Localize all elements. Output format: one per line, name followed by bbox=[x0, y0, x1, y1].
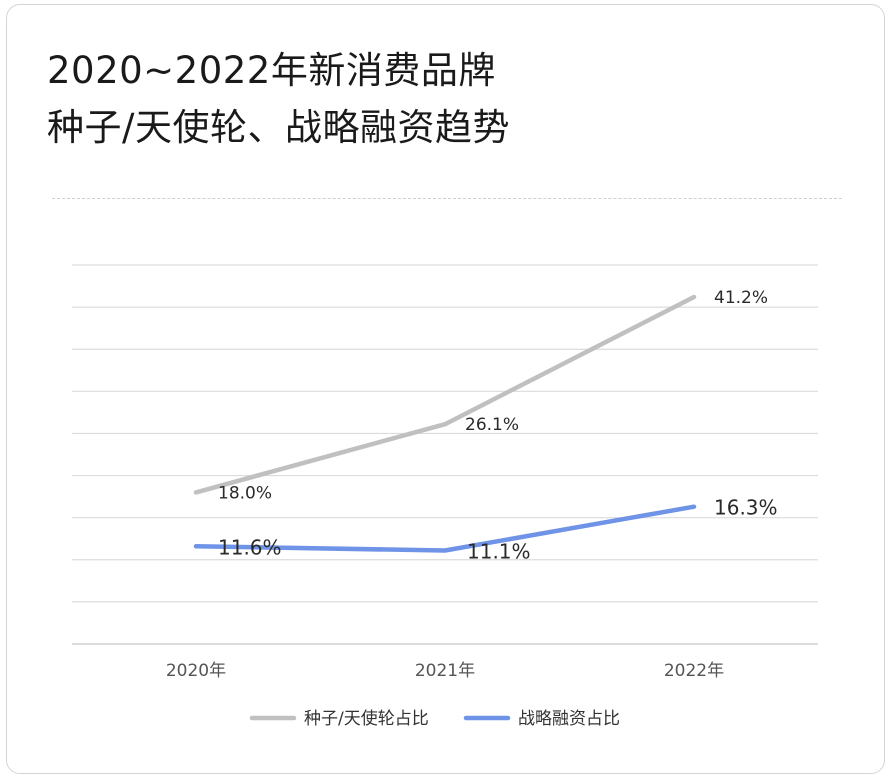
chart-title: 2020~2022年新消费品牌 种子/天使轮、战略融资趋势 bbox=[47, 42, 510, 156]
chart-title-line-2: 种子/天使轮、战略融资趋势 bbox=[47, 106, 510, 149]
legend-label-1: 种子/天使轮占比 bbox=[304, 708, 429, 729]
data-label: 26.1% bbox=[465, 415, 519, 435]
title-divider bbox=[52, 198, 842, 199]
data-label: 11.6% bbox=[218, 535, 282, 559]
x-axis-ticks: 2020年 2021年 2022年 bbox=[166, 661, 724, 681]
chart-title-line-1: 2020~2022年新消费品牌 bbox=[47, 49, 496, 92]
legend-label-2: 战略融资占比 bbox=[518, 709, 620, 729]
data-labels: 18.0% 26.1% 41.2% 11.6% 11.1% 16.3% bbox=[218, 288, 778, 564]
legend: 种子/天使轮占比 战略融资占比 bbox=[249, 708, 620, 729]
x-tick-label: 2020年 bbox=[166, 661, 226, 681]
series-line-1 bbox=[193, 294, 697, 495]
data-label: 11.1% bbox=[467, 540, 531, 564]
data-label: 16.3% bbox=[714, 496, 778, 520]
gridlines bbox=[72, 264, 818, 645]
chart-card bbox=[6, 4, 885, 774]
data-label: 41.2% bbox=[714, 288, 768, 308]
series-lines bbox=[193, 294, 697, 553]
x-tick-label: 2022年 bbox=[664, 661, 724, 681]
x-tick-label: 2021年 bbox=[415, 661, 475, 681]
data-label: 18.0% bbox=[218, 483, 272, 503]
series-line-2 bbox=[193, 504, 697, 553]
